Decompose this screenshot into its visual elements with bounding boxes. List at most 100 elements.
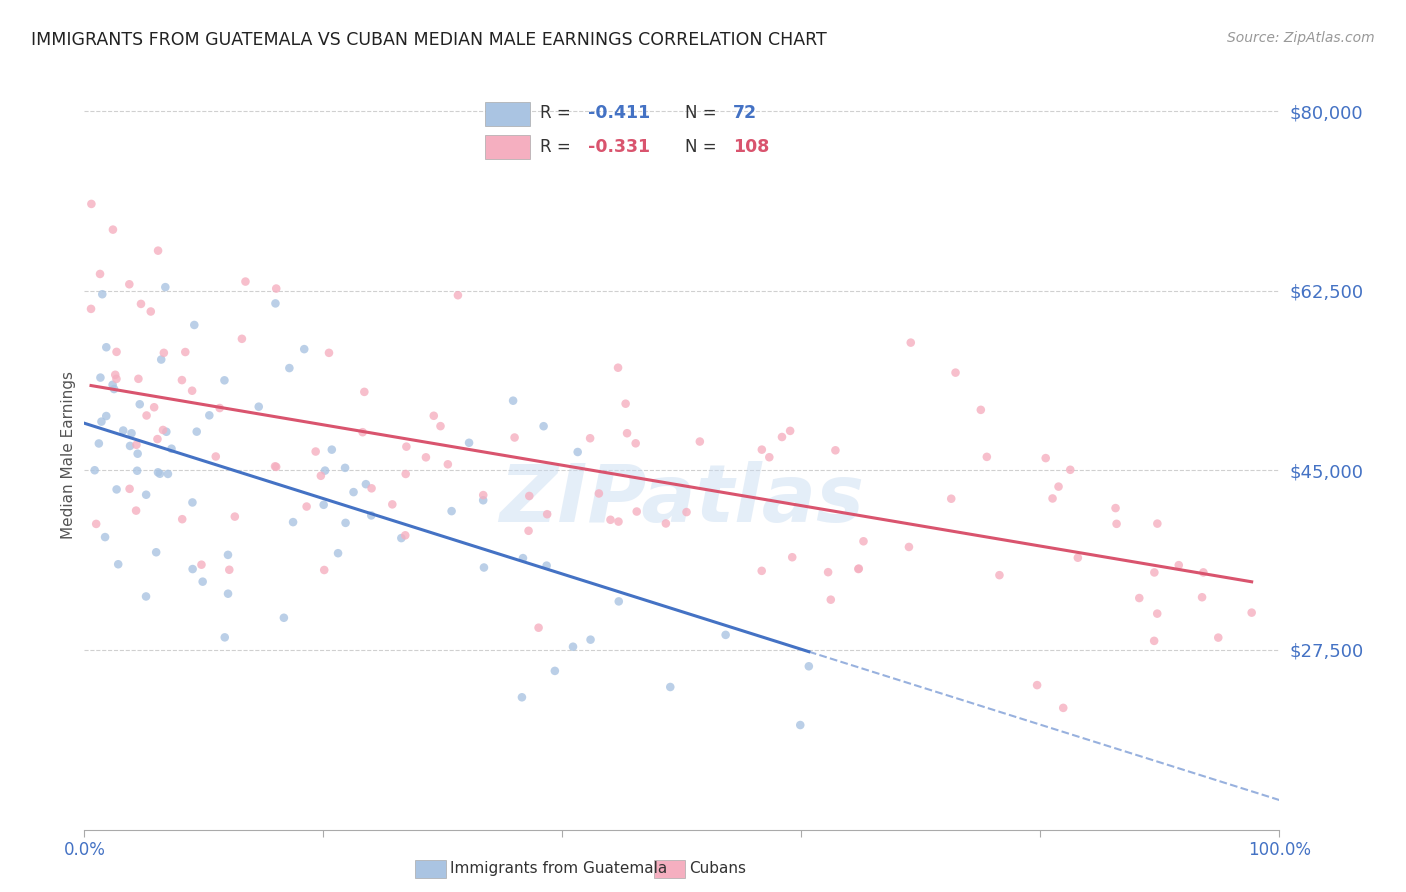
Text: N =: N = <box>685 138 721 156</box>
Point <box>191 574 214 589</box>
Point <box>214 373 236 387</box>
Point <box>127 447 149 461</box>
Point <box>174 345 197 359</box>
Bar <box>485 102 530 126</box>
Point <box>848 562 870 576</box>
Point <box>458 435 481 450</box>
Point <box>321 442 343 457</box>
Point <box>579 431 602 445</box>
Point <box>1192 566 1215 580</box>
Point <box>89 267 111 281</box>
Point <box>312 498 335 512</box>
Point <box>423 409 446 423</box>
Point <box>945 366 967 380</box>
Point <box>1047 480 1070 494</box>
Point <box>415 450 437 465</box>
Point <box>181 495 204 509</box>
Point <box>281 515 304 529</box>
Point <box>160 442 183 456</box>
Point <box>183 318 205 332</box>
Point <box>264 459 287 474</box>
Point <box>172 512 194 526</box>
Point <box>1240 606 1263 620</box>
Point <box>235 275 257 289</box>
Point <box>579 632 602 647</box>
Point <box>170 373 193 387</box>
Point <box>517 524 540 538</box>
Point <box>1167 558 1189 573</box>
Point <box>472 493 495 508</box>
Point <box>354 477 377 491</box>
Point <box>536 507 558 521</box>
Point <box>1026 678 1049 692</box>
Point <box>105 372 128 386</box>
Point <box>817 565 839 579</box>
Point <box>976 450 998 464</box>
Point <box>91 287 114 301</box>
Point <box>852 534 875 549</box>
Point <box>204 450 226 464</box>
Point <box>155 425 177 439</box>
Point <box>143 401 166 415</box>
Point <box>1052 701 1074 715</box>
Text: IMMIGRANTS FROM GUATEMALA VS CUBAN MEDIAN MALE EARNINGS CORRELATION CHART: IMMIGRANTS FROM GUATEMALA VS CUBAN MEDIA… <box>31 31 827 49</box>
Point <box>128 397 150 411</box>
Point <box>112 424 135 438</box>
Point <box>101 222 124 236</box>
Point <box>900 335 922 350</box>
Point <box>1067 550 1090 565</box>
Point <box>689 434 711 449</box>
Point <box>335 516 357 530</box>
Point <box>129 297 152 311</box>
Point <box>714 628 737 642</box>
Point <box>941 491 963 506</box>
Point <box>146 432 169 446</box>
Point <box>624 436 647 450</box>
Point <box>156 467 179 481</box>
Bar <box>485 136 530 160</box>
Point <box>146 466 169 480</box>
Text: 72: 72 <box>733 104 756 122</box>
Point <box>139 304 162 318</box>
Point <box>135 488 157 502</box>
Point <box>125 438 148 452</box>
Point <box>567 445 589 459</box>
Point <box>150 352 173 367</box>
Point <box>1146 607 1168 621</box>
Point <box>655 516 678 531</box>
Point <box>314 563 336 577</box>
Point <box>145 545 167 559</box>
Point <box>224 509 246 524</box>
Point <box>440 504 463 518</box>
Text: N =: N = <box>685 104 721 122</box>
Point <box>152 423 174 437</box>
Point <box>626 504 648 518</box>
Point <box>1191 591 1213 605</box>
Point <box>80 301 103 316</box>
Point <box>105 483 128 497</box>
Point <box>897 540 920 554</box>
Point <box>295 500 318 514</box>
Text: 108: 108 <box>733 138 769 156</box>
Point <box>107 558 129 572</box>
Point <box>326 546 349 560</box>
Point <box>437 458 460 472</box>
Point <box>186 425 208 439</box>
Point <box>247 400 270 414</box>
Point <box>89 370 111 384</box>
Point <box>292 342 315 356</box>
Text: Cubans: Cubans <box>689 862 747 876</box>
Point <box>333 461 356 475</box>
Point <box>155 280 177 294</box>
Point <box>353 384 375 399</box>
Point <box>1143 633 1166 648</box>
Point <box>544 664 567 678</box>
Point <box>273 611 295 625</box>
Point <box>80 197 103 211</box>
Point <box>83 463 105 477</box>
Point <box>1105 516 1128 531</box>
Point <box>84 516 107 531</box>
Point <box>1059 463 1081 477</box>
Text: -0.331: -0.331 <box>588 138 650 156</box>
Text: Source: ZipAtlas.com: Source: ZipAtlas.com <box>1227 31 1375 45</box>
